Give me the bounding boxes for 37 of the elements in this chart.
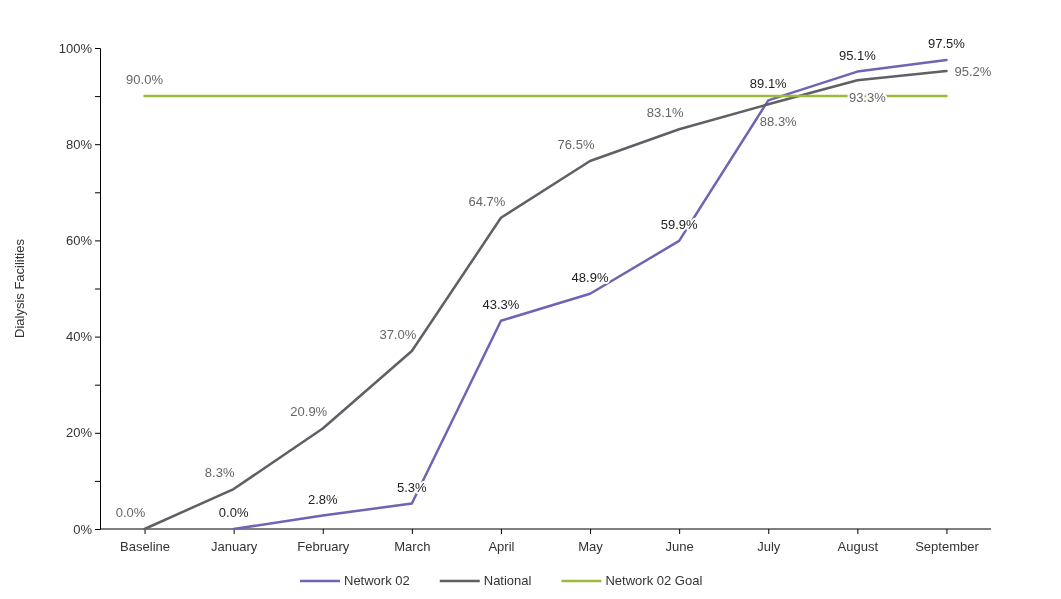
x-tick-label: August [837,539,879,555]
y-tick-label: 60% [65,233,93,249]
legend-label: Network 02 [344,573,410,588]
x-tick-label: March [394,539,431,555]
y-tick-label: 80% [65,136,93,152]
data-label: 8.3% [204,465,235,481]
data-label: 48.9% [571,269,609,285]
legend-label: National [483,573,532,588]
y-tick-label: 20% [65,425,93,441]
x-tick-label: Baseline [120,539,170,555]
x-tick-label: June [665,539,694,555]
data-label: 88.3% [759,114,798,130]
data-label: 90.0% [126,72,164,88]
data-label: 83.1% [646,105,685,121]
data-label: 43.3% [482,296,520,312]
data-label: 95.2% [954,64,992,80]
y-tick-label: 100% [58,40,93,56]
data-label: 76.5% [557,137,595,153]
data-label: 64.7% [468,193,506,209]
x-tick-label: April [488,539,515,555]
y-tick-label: 0% [73,521,93,537]
data-label: 95.1% [838,47,877,63]
y-tick-label: 40% [65,329,93,345]
y-axis-title: Dialysis Facilities [12,238,27,338]
data-label: 37.0% [379,327,417,343]
x-tick-label: July [757,539,781,555]
data-label: 20.9% [290,404,328,420]
data-label: 0.0% [218,505,249,520]
x-tick-label: September [915,539,980,555]
x-tick-label: February [297,539,350,555]
data-label: 97.5% [928,36,966,52]
x-tick-label: January [211,539,258,555]
x-tick-label: May [578,539,604,555]
data-label: 89.1% [749,76,788,92]
data-label: 2.8% [307,491,338,507]
legend-label: Network 02 Goal [605,573,703,588]
data-label: 0.0% [115,505,146,520]
